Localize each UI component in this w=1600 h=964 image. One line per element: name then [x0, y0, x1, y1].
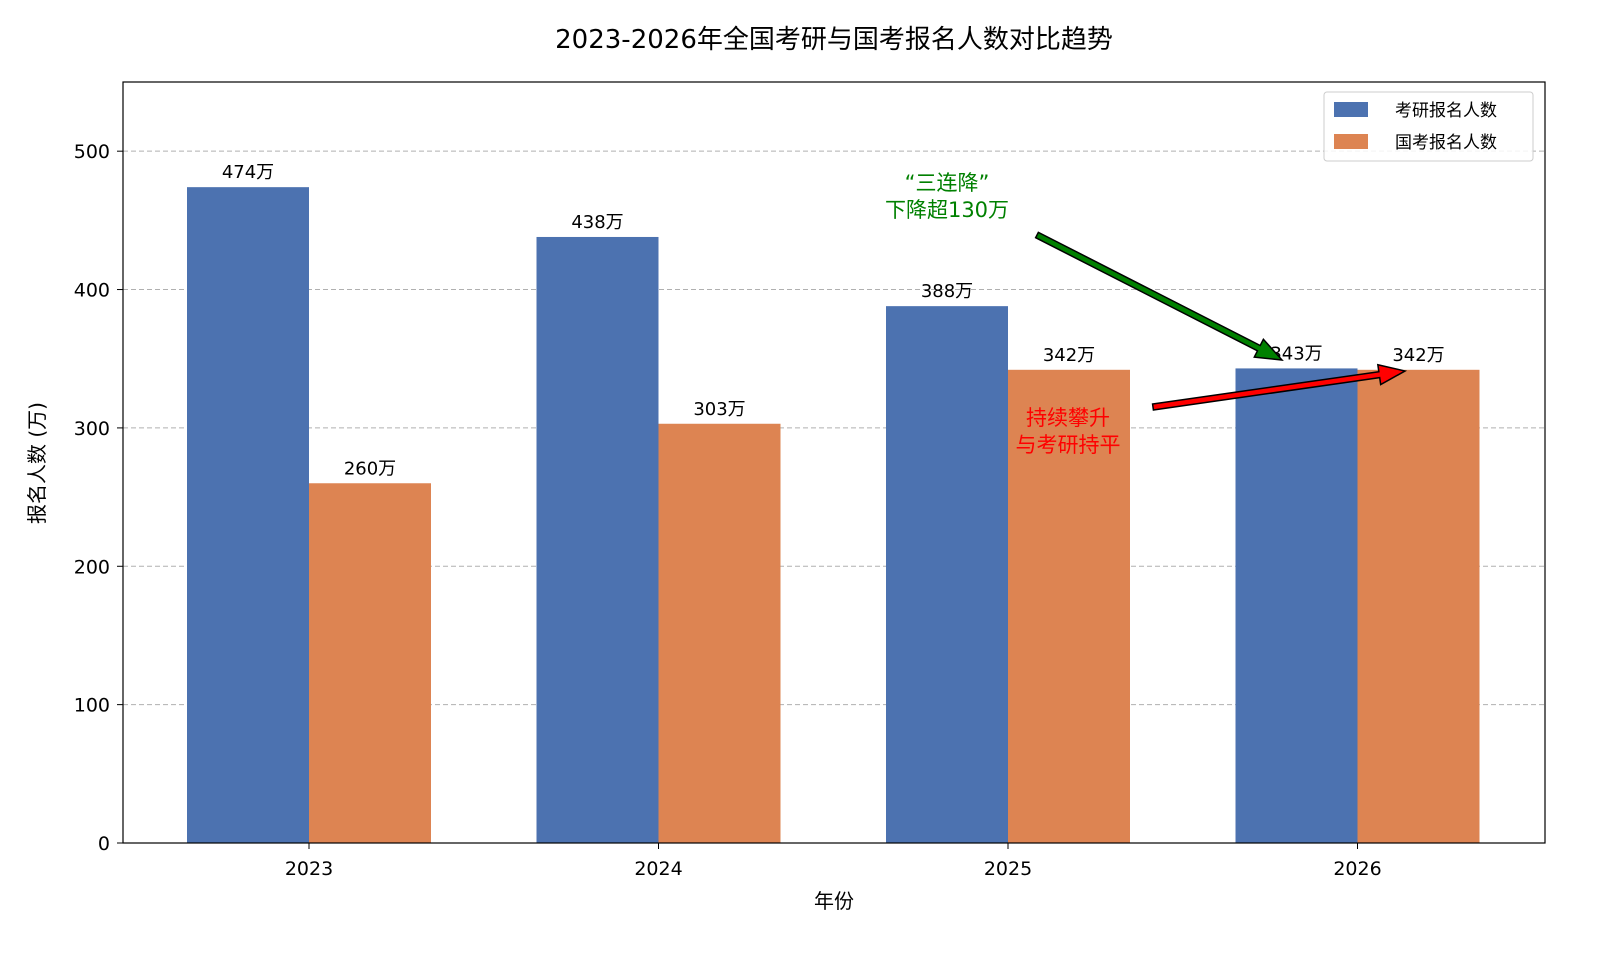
y-tick-label: 0: [98, 833, 110, 855]
bar-value-label: 342万: [1043, 345, 1095, 366]
bar-kaoyan-2024: [536, 236, 659, 843]
annotation-text: 持续攀升: [1026, 406, 1110, 430]
annotation-text: 下降超130万: [885, 198, 1009, 222]
bar-value-label: 474万: [222, 162, 274, 183]
x-tick-label: 2025: [984, 858, 1032, 880]
x-tick-label: 2026: [1333, 858, 1381, 880]
bar-value-label: 260万: [344, 458, 396, 479]
y-tick-label: 300: [74, 418, 110, 440]
bar-guokao-2025: [1008, 369, 1130, 843]
chart-title: 2023-2026年全国考研与国考报名人数对比趋势: [555, 25, 1113, 55]
bars: [187, 187, 1480, 844]
y-tick-label: 400: [74, 280, 110, 302]
legend-swatch-guokao: [1334, 134, 1368, 149]
legend-box: [1323, 91, 1534, 162]
bar-kaoyan-2025: [886, 306, 1008, 844]
x-tick-label: 2024: [634, 858, 682, 880]
x-axis: 2023 2024 2025 2026: [285, 843, 1382, 880]
arrow-guokao-rise: [1151, 363, 1408, 411]
legend-label-kaoyan: 考研报名人数: [1395, 101, 1497, 121]
bar-kaoyan-2023: [187, 187, 309, 843]
legend: 考研报名人数 国考报名人数: [1323, 91, 1534, 162]
bar-value-label: 388万: [921, 281, 973, 302]
bar-guokao-2026: [1357, 369, 1480, 843]
bar-guokao-2023: [309, 483, 431, 843]
bar-value-label: 438万: [571, 212, 623, 233]
arrow-kaoyan-decline: [1034, 231, 1284, 361]
bar-value-label: 343万: [1270, 343, 1322, 364]
bar-guokao-2024: [658, 423, 781, 843]
annotation-text: “三连降”: [905, 171, 990, 195]
y-tick-label: 200: [74, 556, 110, 578]
legend-label-guokao: 国考报名人数: [1395, 133, 1497, 153]
x-tick-label: 2023: [285, 858, 333, 880]
annotation-text: 与考研持平: [1016, 433, 1121, 457]
plot-frame: [122, 81, 1546, 844]
bar-kaoyan-2026: [1235, 368, 1358, 843]
bar-value-label: 303万: [693, 399, 745, 420]
x-axis-label: 年份: [814, 889, 854, 913]
y-tick-label: 500: [74, 141, 110, 163]
bar-labels: 474万 260万 438万 303万 388万 342万 343万 342万: [222, 162, 1445, 479]
y-axis-label: 报名人数 (万): [25, 402, 49, 524]
bar-value-label: 342万: [1392, 345, 1444, 366]
y-axis: 0 100 200 300 400 500: [74, 141, 123, 855]
legend-swatch-kaoyan: [1334, 102, 1368, 117]
y-tick-label: 100: [74, 695, 110, 717]
